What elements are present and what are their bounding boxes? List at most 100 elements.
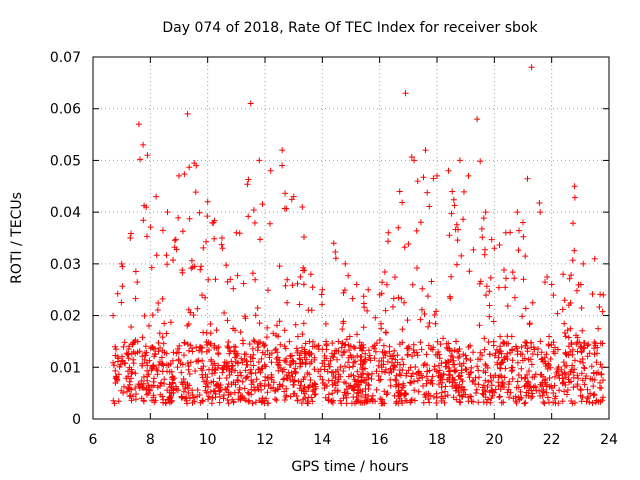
data-point	[250, 337, 257, 344]
data-point	[340, 320, 347, 327]
data-point	[169, 357, 176, 364]
data-point	[184, 360, 191, 366]
data-point	[215, 383, 222, 390]
data-point	[575, 375, 581, 382]
data-point	[329, 390, 336, 397]
data-point	[284, 276, 291, 283]
data-point	[115, 398, 122, 405]
data-point	[425, 377, 431, 384]
data-point	[184, 322, 191, 329]
data-point	[546, 375, 553, 381]
data-point	[205, 396, 212, 403]
data-point	[419, 285, 426, 292]
data-point	[481, 346, 488, 353]
data-point	[381, 369, 388, 376]
data-point-peak	[110, 312, 117, 319]
data-point	[169, 373, 176, 380]
data-point	[192, 189, 199, 196]
data-point	[216, 387, 223, 394]
data-point	[128, 324, 135, 330]
data-point	[578, 370, 585, 377]
data-point	[501, 384, 507, 391]
data-point	[418, 346, 425, 353]
data-point-peak	[422, 147, 429, 154]
x-tick-label: 16	[371, 432, 389, 448]
data-point	[433, 400, 440, 406]
data-point	[255, 366, 262, 373]
data-point-peak	[144, 152, 151, 159]
data-point	[272, 396, 279, 403]
data-point	[311, 356, 318, 363]
data-point	[455, 226, 461, 233]
data-point	[240, 340, 247, 347]
data-point	[287, 361, 294, 368]
data-point	[479, 234, 486, 241]
data-point	[470, 246, 477, 253]
data-point	[497, 333, 504, 340]
data-point	[440, 335, 447, 342]
y-tick-label: 0.01	[50, 360, 81, 376]
data-point	[417, 339, 424, 346]
data-point	[485, 396, 491, 403]
data-point	[384, 390, 391, 396]
data-point	[169, 397, 175, 404]
data-point-peak	[528, 64, 535, 71]
data-point	[345, 272, 352, 279]
data-point	[147, 224, 154, 231]
data-point	[224, 317, 231, 324]
data-point	[219, 365, 226, 372]
data-point	[484, 384, 491, 390]
data-point	[342, 389, 349, 396]
data-point	[319, 360, 326, 367]
data-point	[423, 380, 430, 387]
data-point	[571, 399, 578, 406]
data-point	[205, 393, 212, 400]
data-point	[409, 353, 416, 360]
data-point	[388, 355, 395, 362]
data-point	[372, 348, 379, 355]
data-point	[564, 391, 570, 398]
data-point	[424, 293, 431, 300]
data-point	[561, 330, 568, 336]
data-point-peak	[164, 209, 171, 216]
data-point	[357, 357, 364, 364]
data-point	[423, 351, 430, 358]
data-point	[498, 399, 505, 406]
data-point	[251, 384, 257, 391]
data-point	[569, 400, 576, 407]
data-point	[161, 380, 167, 387]
x-tick-label: 8	[146, 432, 155, 448]
data-point	[200, 398, 206, 405]
data-point	[563, 362, 570, 369]
data-point	[562, 333, 569, 340]
data-point	[127, 392, 134, 399]
data-point	[482, 377, 489, 384]
data-point	[451, 379, 458, 386]
data-point	[120, 389, 127, 396]
data-point	[567, 325, 574, 332]
data-point	[490, 338, 497, 345]
data-point	[255, 344, 262, 351]
data-point	[426, 367, 433, 374]
data-point	[159, 334, 166, 341]
data-point	[522, 399, 529, 406]
data-point	[211, 235, 218, 242]
data-point	[554, 346, 561, 353]
data-point	[187, 359, 194, 366]
data-point	[246, 341, 253, 347]
data-point	[186, 395, 193, 402]
data-point	[421, 391, 428, 398]
data-point-peak	[491, 245, 498, 252]
data-point-peak	[135, 121, 142, 128]
data-point	[232, 327, 238, 334]
data-point	[155, 339, 162, 346]
data-point	[203, 339, 210, 345]
data-point	[328, 398, 335, 405]
data-point	[267, 220, 273, 227]
data-point	[186, 371, 193, 377]
data-point	[208, 400, 215, 407]
data-point	[414, 265, 420, 271]
data-point	[291, 390, 298, 397]
data-point	[380, 354, 387, 361]
